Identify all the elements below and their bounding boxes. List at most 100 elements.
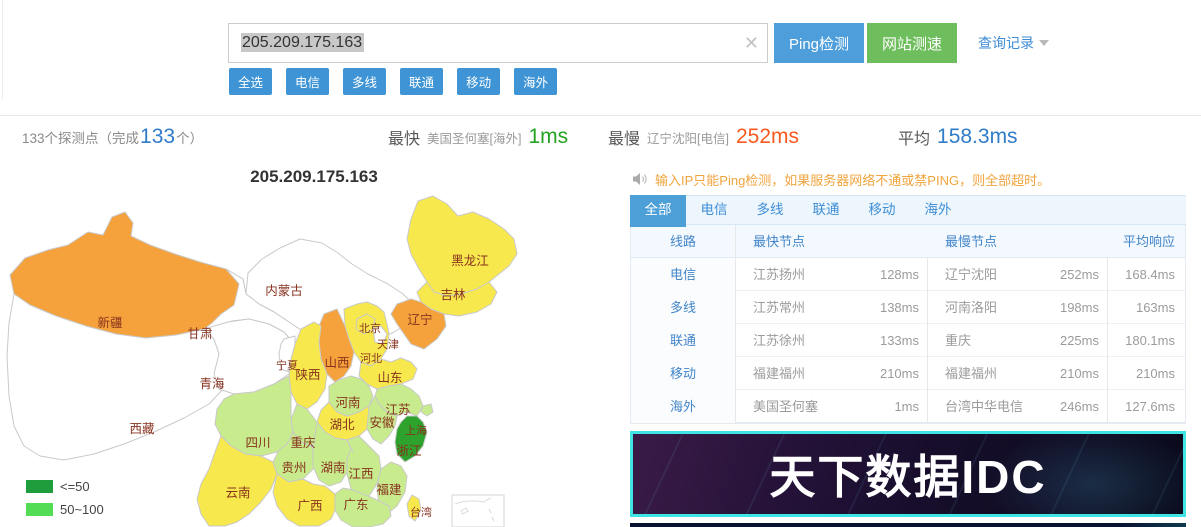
slow-value: 225ms: [1056, 324, 1108, 357]
fast-value: 1ms: [872, 390, 928, 423]
table-row-overseas: 海外 美国圣何塞 1ms 台湾中华电信 246ms 127.6ms: [631, 390, 1185, 423]
province-label-liaoning: 辽宁: [407, 312, 432, 327]
province-label-hunan: 湖南: [320, 460, 345, 475]
tab-overseas[interactable]: 海外: [924, 202, 952, 217]
tab-multiline[interactable]: 多线: [756, 202, 784, 217]
fast-node: 江苏扬州: [753, 267, 806, 282]
tab-unicom[interactable]: 联通: [812, 202, 840, 217]
ping-notice-text: 输入IP只能Ping检测，如果服务器网络不通或禁PING，则全部超时。: [655, 172, 1051, 188]
province-guangxi[interactable]: [272, 473, 338, 527]
province-label-guangxi: 广西: [297, 499, 322, 513]
province-label-jilin: 吉林: [440, 288, 466, 302]
table-row-unicom: 联通 江苏徐州 133ms 重庆 225ms 180.1ms: [631, 324, 1185, 357]
province-hunan[interactable]: [312, 421, 354, 487]
slow-node: 重庆: [945, 333, 972, 348]
province-shandong[interactable]: [358, 357, 418, 390]
ad-banner-text: 天下数据IDC: [769, 451, 1047, 503]
header-fastest-node: 最快节点: [753, 234, 806, 249]
fast-node: 江苏常州: [753, 300, 806, 315]
province-label-hubei: 湖北: [329, 417, 355, 432]
ping-check-button[interactable]: Ping检测: [774, 23, 864, 63]
probe-count-value: 133: [140, 125, 176, 148]
line-filter-row: 全选 电信 多线 联通 移动 海外: [229, 68, 558, 95]
province-qinghai[interactable]: [203, 318, 298, 395]
avg-value: 180.1ms: [1125, 333, 1175, 348]
province-yunnan[interactable]: [196, 435, 278, 527]
province-tianjin[interactable]: [372, 325, 388, 345]
average-stat: 平均 158.3ms: [898, 116, 1018, 158]
slowest-node: 辽宁沈阳[电信]: [647, 131, 729, 146]
chevron-down-icon: [1039, 40, 1049, 46]
filter-unicom-button[interactable]: 联通: [400, 68, 444, 95]
avg-value: 210ms: [1135, 366, 1175, 381]
slow-value: 210ms: [1056, 357, 1108, 390]
province-zhejiang[interactable]: [394, 415, 428, 463]
slow-node: 辽宁沈阳: [945, 267, 998, 282]
results-panel: 输入IP只能Ping检测，如果服务器网络不通或禁PING，则全部超时。 全部 电…: [630, 163, 1186, 527]
line-name[interactable]: 移动: [631, 357, 736, 390]
province-taiwan[interactable]: [406, 494, 422, 522]
table-row-telecom: 电信 江苏扬州 128ms 辽宁沈阳 252ms 168.4ms: [631, 258, 1185, 291]
province-label-gansu: 甘肃: [187, 327, 212, 341]
average-label: 平均: [898, 131, 931, 148]
province-label-guizhou: 贵州: [281, 461, 306, 475]
probe-count-prefix: 133个探测点（完成: [22, 131, 140, 146]
province-shanghai[interactable]: [420, 403, 434, 417]
south-sea-inset: [451, 494, 505, 527]
province-label-sichuan: 四川: [245, 436, 270, 450]
site-speed-button[interactable]: 网站测速: [867, 23, 957, 63]
filter-all-button[interactable]: 全选: [229, 68, 273, 95]
line-name[interactable]: 电信: [631, 258, 736, 291]
clear-input-icon[interactable]: ✕: [743, 33, 759, 53]
tab-all[interactable]: 全部: [630, 195, 686, 227]
header-average: 平均响应: [1122, 234, 1175, 249]
filter-multiline-button[interactable]: 多线: [343, 68, 387, 95]
province-label-tianjin: 天津: [377, 338, 399, 351]
query-history-link[interactable]: 查询记录: [978, 33, 1049, 53]
table-row-mobile: 移动 福建福州 210ms 福建福州 210ms 210ms: [631, 357, 1185, 390]
province-heilongjiang[interactable]: [406, 195, 518, 297]
province-guangdong[interactable]: [334, 487, 392, 527]
province-sichuan[interactable]: [214, 375, 294, 457]
province-label-heilongjiang: 黑龙江: [451, 254, 489, 268]
line-name[interactable]: 联通: [631, 324, 736, 357]
ad-strip[interactable]: [630, 523, 1186, 527]
fast-value: 138ms: [872, 291, 928, 324]
ad-banner[interactable]: 天下数据IDC: [630, 431, 1186, 517]
summary-stats-bar: 133个探测点（完成 133 个） 最快 美国圣何塞[海外] 1ms 最慢 辽宁沈阳…: [0, 115, 1201, 157]
slow-value: 252ms: [1056, 258, 1108, 291]
table-row-multiline: 多线 江苏常州 138ms 河南洛阳 198ms 163ms: [631, 291, 1185, 324]
province-label-fujian: 福建: [376, 482, 402, 497]
line-name[interactable]: 多线: [631, 291, 736, 324]
result-table: 线路 最快节点 最慢节点 平均响应 电信 江苏扬州 128ms 辽宁沈阳 252…: [630, 225, 1186, 424]
province-label-guangdong: 广东: [343, 498, 368, 512]
left-edge-divider: [2, 0, 3, 100]
tab-mobile[interactable]: 移动: [868, 202, 896, 217]
query-input[interactable]: 205.209.175.163 ✕: [228, 23, 768, 63]
fastest-label: 最快: [388, 131, 421, 148]
province-label-ningxia: 宁夏: [276, 358, 298, 372]
province-xizang[interactable]: [6, 293, 229, 461]
filter-overseas-button[interactable]: 海外: [514, 68, 558, 95]
legend-label: 50~100: [60, 502, 104, 517]
province-ningxia[interactable]: [278, 335, 296, 373]
province-label-anhui: 安徽: [369, 415, 395, 430]
china-map: 新疆 西藏 青海 甘肃 内蒙古 黑龙江 吉林 辽宁 北京 天津 河北 山西 陕西…: [6, 195, 518, 527]
filter-mobile-button[interactable]: 移动: [457, 68, 501, 95]
province-liaoning[interactable]: [390, 298, 447, 350]
slow-value: 246ms: [1056, 390, 1108, 423]
legend-label: <=50: [60, 479, 90, 494]
filter-telecom-button[interactable]: 电信: [286, 68, 330, 95]
probe-count-suffix: 个）: [176, 131, 204, 146]
avg-value: 127.6ms: [1125, 399, 1175, 414]
line-name[interactable]: 海外: [631, 390, 736, 423]
legend-swatch-medium: [26, 503, 53, 516]
province-fujian[interactable]: [376, 461, 408, 515]
province-label-beijing: 北京: [359, 321, 381, 335]
fast-value: 133ms: [872, 324, 928, 357]
province-label-yunnan: 云南: [225, 485, 250, 500]
province-label-shaanxi: 陕西: [295, 367, 320, 382]
tab-telecom[interactable]: 电信: [700, 202, 728, 217]
province-label-shandong: 山东: [377, 371, 402, 385]
header-line: 线路: [631, 225, 736, 258]
